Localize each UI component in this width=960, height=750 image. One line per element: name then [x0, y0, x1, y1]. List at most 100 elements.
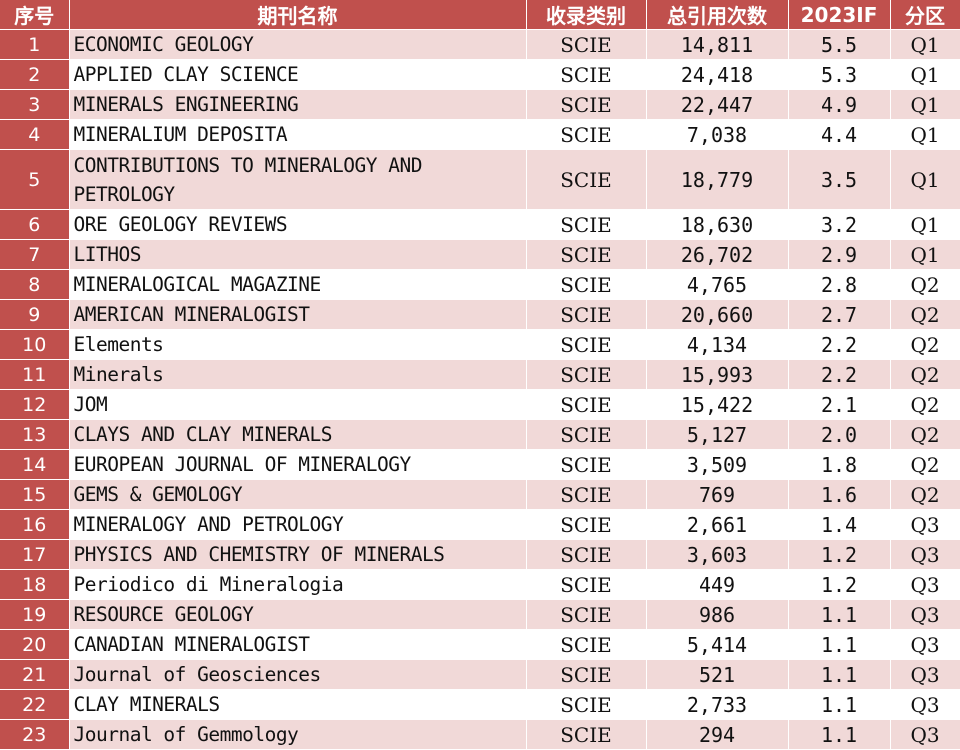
row-serial-number[interactable]: 19: [0, 599, 70, 630]
row-total-citations[interactable]: 3,603: [646, 539, 789, 570]
row-impact-factor[interactable]: 2.8: [788, 269, 891, 300]
row-impact-factor[interactable]: 3.2: [788, 209, 891, 240]
row-total-citations[interactable]: 769: [646, 479, 789, 510]
row-total-citations[interactable]: 294: [646, 719, 789, 750]
row-journal-name[interactable]: CLAYS AND CLAY MINERALS: [69, 419, 527, 450]
row-total-citations[interactable]: 18,779: [646, 149, 789, 210]
row-impact-factor[interactable]: 2.1: [788, 389, 891, 420]
row-journal-name[interactable]: Periodico di Mineralogia: [69, 569, 527, 600]
header-impact-factor[interactable]: 2023IF: [788, 0, 891, 30]
row-impact-factor[interactable]: 1.1: [788, 719, 891, 750]
row-index-category[interactable]: SCIE: [526, 479, 647, 510]
row-index-category[interactable]: SCIE: [526, 59, 647, 90]
row-impact-factor[interactable]: 1.1: [788, 629, 891, 660]
row-serial-number[interactable]: 21: [0, 659, 70, 690]
row-serial-number[interactable]: 17: [0, 539, 70, 570]
row-index-category[interactable]: SCIE: [526, 539, 647, 570]
row-quartile[interactable]: Q2: [890, 419, 960, 450]
row-index-category[interactable]: SCIE: [526, 389, 647, 420]
table-row[interactable]: 20 CANADIAN MINERALOGIST SCIE 5,414 1.1 Q3: [0, 629, 960, 660]
header-total-citations[interactable]: 总引用次数: [646, 0, 789, 30]
table-row[interactable]: 2 APPLIED CLAY SCIENCE SCIE 24,418 5.3 Q1: [0, 59, 960, 90]
row-serial-number[interactable]: 11: [0, 359, 70, 390]
row-impact-factor[interactable]: 3.5: [788, 149, 891, 210]
row-impact-factor[interactable]: 1.2: [788, 539, 891, 570]
row-total-citations[interactable]: 2,733: [646, 689, 789, 720]
table-row[interactable]: 5 CONTRIBUTIONS TO MINERALOGY AND PETROLO…: [0, 149, 960, 210]
table-row[interactable]: 21 Journal of Geosciences SCIE 521 1.1 Q3: [0, 659, 960, 690]
table-row[interactable]: 22 CLAY MINERALS SCIE 2,733 1.1 Q3: [0, 689, 960, 720]
table-row[interactable]: 9 AMERICAN MINERALOGIST SCIE 20,660 2.7 Q2: [0, 299, 960, 330]
row-journal-name[interactable]: ECONOMIC GEOLOGY: [69, 29, 527, 60]
row-index-category[interactable]: SCIE: [526, 269, 647, 300]
row-serial-number[interactable]: 2: [0, 59, 70, 90]
row-total-citations[interactable]: 5,127: [646, 419, 789, 450]
row-quartile[interactable]: Q3: [890, 539, 960, 570]
row-serial-number[interactable]: 13: [0, 419, 70, 450]
row-serial-number[interactable]: 3: [0, 89, 70, 120]
row-serial-number[interactable]: 9: [0, 299, 70, 330]
row-serial-number[interactable]: 1: [0, 29, 70, 60]
row-journal-name[interactable]: Journal of Geosciences: [69, 659, 527, 690]
row-impact-factor[interactable]: 5.5: [788, 29, 891, 60]
row-index-category[interactable]: SCIE: [526, 659, 647, 690]
table-row[interactable]: 23 Journal of Gemmology SCIE 294 1.1 Q3: [0, 719, 960, 750]
header-quartile[interactable]: 分区: [890, 0, 960, 30]
row-impact-factor[interactable]: 2.2: [788, 329, 891, 360]
row-quartile[interactable]: Q1: [890, 239, 960, 270]
row-impact-factor[interactable]: 2.7: [788, 299, 891, 330]
table-row[interactable]: 3 MINERALS ENGINEERING SCIE 22,447 4.9 Q1: [0, 89, 960, 120]
row-impact-factor[interactable]: 1.4: [788, 509, 891, 540]
row-total-citations[interactable]: 26,702: [646, 239, 789, 270]
row-total-citations[interactable]: 18,630: [646, 209, 789, 240]
table-row[interactable]: 1 ECONOMIC GEOLOGY SCIE 14,811 5.5 Q1: [0, 29, 960, 60]
table-row[interactable]: 10 Elements SCIE 4,134 2.2 Q2: [0, 329, 960, 360]
row-serial-number[interactable]: 20: [0, 629, 70, 660]
row-journal-name[interactable]: MINERALOGY AND PETROLOGY: [69, 509, 527, 540]
row-quartile[interactable]: Q2: [890, 359, 960, 390]
row-quartile[interactable]: Q2: [890, 449, 960, 480]
row-total-citations[interactable]: 2,661: [646, 509, 789, 540]
row-journal-name[interactable]: Journal of Gemmology: [69, 719, 527, 750]
row-serial-number[interactable]: 23: [0, 719, 70, 750]
table-row[interactable]: 6 ORE GEOLOGY REVIEWS SCIE 18,630 3.2 Q1: [0, 209, 960, 240]
row-total-citations[interactable]: 4,134: [646, 329, 789, 360]
table-row[interactable]: 4 MINERALIUM DEPOSITA SCIE 7,038 4.4 Q1: [0, 119, 960, 150]
row-impact-factor[interactable]: 4.9: [788, 89, 891, 120]
row-index-category[interactable]: SCIE: [526, 299, 647, 330]
row-total-citations[interactable]: 22,447: [646, 89, 789, 120]
row-journal-name[interactable]: CLAY MINERALS: [69, 689, 527, 720]
row-serial-number[interactable]: 22: [0, 689, 70, 720]
row-total-citations[interactable]: 24,418: [646, 59, 789, 90]
row-total-citations[interactable]: 449: [646, 569, 789, 600]
row-total-citations[interactable]: 4,765: [646, 269, 789, 300]
row-serial-number[interactable]: 16: [0, 509, 70, 540]
row-impact-factor[interactable]: 2.9: [788, 239, 891, 270]
row-impact-factor[interactable]: 1.2: [788, 569, 891, 600]
row-index-category[interactable]: SCIE: [526, 599, 647, 630]
row-total-citations[interactable]: 15,422: [646, 389, 789, 420]
row-quartile[interactable]: Q1: [890, 149, 960, 210]
row-index-category[interactable]: SCIE: [526, 209, 647, 240]
row-index-category[interactable]: SCIE: [526, 329, 647, 360]
row-journal-name[interactable]: AMERICAN MINERALOGIST: [69, 299, 527, 330]
row-quartile[interactable]: Q1: [890, 209, 960, 240]
row-impact-factor[interactable]: 5.3: [788, 59, 891, 90]
row-serial-number[interactable]: 15: [0, 479, 70, 510]
row-quartile[interactable]: Q3: [890, 629, 960, 660]
table-row[interactable]: 13 CLAYS AND CLAY MINERALS SCIE 5,127 2.0 Q2: [0, 419, 960, 450]
row-index-category[interactable]: SCIE: [526, 689, 647, 720]
row-quartile[interactable]: Q2: [890, 389, 960, 420]
table-row[interactable]: 11 Minerals SCIE 15,993 2.2 Q2: [0, 359, 960, 390]
row-total-citations[interactable]: 3,509: [646, 449, 789, 480]
row-journal-name[interactable]: CONTRIBUTIONS TO MINERALOGY AND PETROLOG…: [69, 149, 527, 210]
row-serial-number[interactable]: 8: [0, 269, 70, 300]
row-serial-number[interactable]: 10: [0, 329, 70, 360]
row-quartile[interactable]: Q3: [890, 659, 960, 690]
row-journal-name[interactable]: MINERALS ENGINEERING: [69, 89, 527, 120]
row-serial-number[interactable]: 7: [0, 239, 70, 270]
row-journal-name[interactable]: LITHOS: [69, 239, 527, 270]
table-row[interactable]: 16 MINERALOGY AND PETROLOGY SCIE 2,661 1.4 Q3: [0, 509, 960, 540]
row-impact-factor[interactable]: 4.4: [788, 119, 891, 150]
row-index-category[interactable]: SCIE: [526, 509, 647, 540]
